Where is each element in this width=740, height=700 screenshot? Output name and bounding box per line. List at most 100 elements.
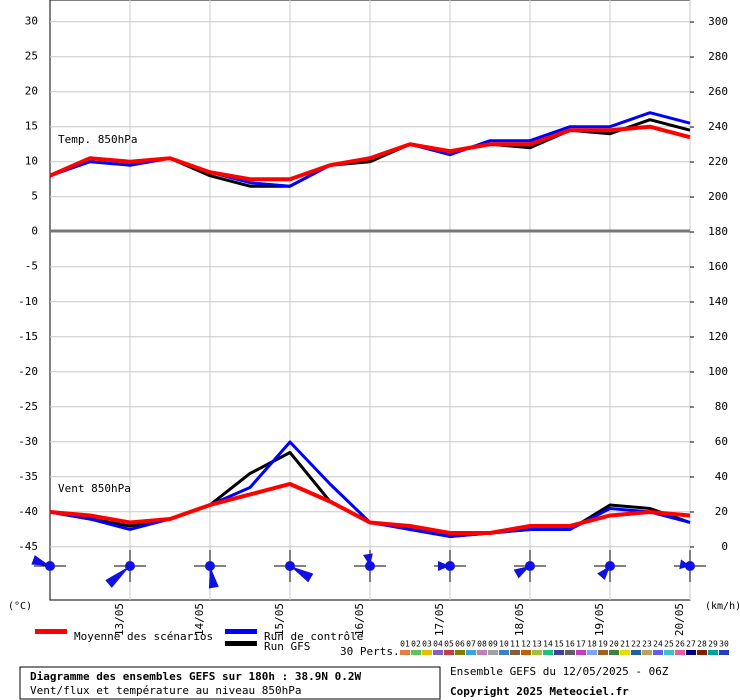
perturbation-label: 18	[587, 640, 597, 649]
perturbation-label: 19	[598, 640, 608, 649]
perturbation-label: 25	[664, 640, 674, 649]
perturbation-label: 01	[400, 640, 410, 649]
perturbation-label: 17	[576, 640, 586, 649]
x-tick-label: 19/05	[593, 603, 606, 636]
perturbation-label: 21	[620, 640, 630, 649]
y2-tick-label: 180	[708, 225, 728, 238]
x-tick-label: 20/05	[673, 603, 686, 636]
y2-tick-label: 280	[708, 50, 728, 63]
wind-line	[49, 481, 691, 535]
x-tick-label: 18/05	[513, 603, 526, 636]
y-unit: (°C)	[8, 601, 32, 612]
perturbation-swatch	[576, 650, 586, 655]
y-tick-label: 30	[25, 15, 38, 28]
rose-petal	[513, 566, 530, 579]
y2-tick-label: 20	[715, 505, 728, 518]
y2-tick-label: 40	[715, 470, 728, 483]
perturbation-label: 27	[686, 640, 696, 649]
x-tick-label: 15/05	[273, 603, 286, 636]
rose-core	[445, 561, 455, 571]
perturbation-label: 30	[719, 640, 729, 649]
perturbation-swatch	[466, 650, 476, 655]
y2-tick-label: 200	[708, 190, 728, 203]
y-tick-label: -20	[18, 365, 38, 378]
rose-core	[685, 561, 695, 571]
perturbation-swatch	[400, 650, 410, 655]
perturbation-swatch	[598, 650, 608, 655]
y-tick-label: -30	[18, 435, 38, 448]
title-box	[19, 666, 441, 700]
perturbation-label: 02	[411, 640, 421, 649]
perturbation-label: 06	[455, 640, 465, 649]
perturbation-swatch	[686, 650, 696, 655]
rose-core	[285, 561, 295, 571]
y-tick-label: -10	[18, 295, 38, 308]
panel-label: Vent 850hPa	[58, 482, 131, 495]
rose-core	[125, 561, 135, 571]
rose-core	[205, 561, 215, 571]
panel-label: Temp. 850hPa	[58, 133, 137, 146]
rose-petal	[31, 555, 50, 566]
y2-tick-label: 260	[708, 85, 728, 98]
y-tick-label: -5	[25, 260, 38, 273]
perturbation-label: 14	[543, 640, 553, 649]
perturbation-swatch	[444, 650, 454, 655]
perturbation-label: 22	[631, 640, 641, 649]
legend-swatch	[35, 629, 67, 634]
x-tick-label: 13/05	[113, 603, 126, 636]
y2-tick-label: 160	[708, 260, 728, 273]
perturbation-swatch	[554, 650, 564, 655]
perturbation-swatch	[609, 650, 619, 655]
perturbation-label: 07	[466, 640, 476, 649]
perturbation-swatch	[499, 650, 509, 655]
perturbation-swatch	[532, 650, 542, 655]
y2-tick-label: 100	[708, 365, 728, 378]
y2-tick-label: 120	[708, 330, 728, 343]
perturbation-swatch	[664, 650, 674, 655]
perturbation-label: 09	[488, 640, 498, 649]
y2-tick-label: 80	[715, 400, 728, 413]
x-tick-label: 14/05	[193, 603, 206, 636]
perturbation-label: 08	[477, 640, 487, 649]
perturbation-swatch	[455, 650, 465, 655]
perturbation-label: 11	[510, 640, 520, 649]
rose-petal	[208, 566, 219, 589]
lines	[49, 111, 691, 538]
y-tick-label: 5	[31, 190, 38, 203]
perturbation-swatch	[675, 650, 685, 655]
perturbation-label: 13	[532, 640, 542, 649]
run-info: Ensemble GEFS du 12/05/2025 - 06Z	[450, 665, 669, 678]
perturbations-label: 30 Perts.	[340, 645, 400, 658]
legend: Moyenne des scénarios Run de contrôleRun …	[35, 629, 729, 655]
perturbation-swatch	[433, 650, 443, 655]
y2-tick-label: 300	[708, 15, 728, 28]
perturbation-swatch	[653, 650, 663, 655]
perturbation-swatch	[477, 650, 487, 655]
rose-core	[525, 561, 535, 571]
perturbation-label: 24	[653, 640, 663, 649]
perturbation-label: 05	[444, 640, 454, 649]
y-tick-label: 0	[31, 225, 38, 238]
perturbation-label: 12	[521, 640, 531, 649]
y2-unit: (km/h)	[705, 601, 740, 612]
y-tick-label: 10	[25, 155, 38, 168]
perturbation-label: 23	[642, 640, 652, 649]
perturbation-label: 29	[708, 640, 718, 649]
perturbation-label: 10	[499, 640, 509, 649]
rose-petal	[105, 566, 130, 588]
copyright: Copyright 2025 Meteociel.fr	[450, 685, 629, 698]
perturbation-swatch	[565, 650, 575, 655]
y2-tick-label: 220	[708, 155, 728, 168]
perturbation-swatch	[510, 650, 520, 655]
perturbation-label: 26	[675, 640, 685, 649]
perturbation-label: 28	[697, 640, 707, 649]
perturbation-swatch	[422, 650, 432, 655]
perturbation-swatch	[719, 650, 729, 655]
perturbation-label: 15	[554, 640, 564, 649]
rose-core	[45, 561, 55, 571]
legend-swatch	[225, 641, 257, 646]
subtitle: Vent/flux et température au niveau 850hP…	[30, 684, 302, 697]
perturbation-swatch	[631, 650, 641, 655]
y-tick-label: -40	[18, 505, 38, 518]
